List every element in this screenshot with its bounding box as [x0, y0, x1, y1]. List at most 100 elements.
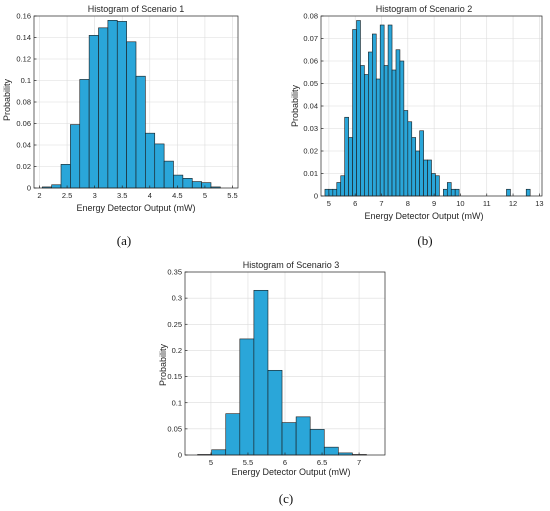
x-tick-label-scenario-1: 2.5 — [62, 191, 72, 200]
x-tick-label-scenario-3: 6 — [283, 458, 287, 467]
y-tick-label-scenario-3: 0.1 — [172, 398, 182, 407]
x-tick-label-scenario-2: 9 — [432, 199, 436, 208]
y-tick-label-scenario-2: 0.03 — [303, 124, 318, 133]
y-tick-label-scenario-2: 0.08 — [303, 12, 318, 21]
histogram-bar-scenario-2 — [450, 188, 456, 197]
x-tick-label-scenario-1: 5.5 — [227, 191, 237, 200]
histogram-bar-scenario-2 — [419, 130, 424, 197]
histogram-bar-scenario-2 — [368, 51, 373, 197]
histogram-bar-scenario-1 — [163, 160, 174, 189]
y-axis-label-scenario-3: Probability — [158, 343, 168, 386]
histogram-scenario-3: Histogram of Scenario 3 Energy Detector … — [158, 260, 386, 506]
histogram-bar-scenario-2 — [403, 110, 409, 197]
y-tick-label-scenario-1: 0.14 — [16, 33, 31, 42]
histogram-bar-scenario-3 — [323, 446, 339, 456]
histogram-bar-scenario-2 — [525, 188, 531, 197]
chart-title-scenario-3: Histogram of Scenario 3 — [243, 260, 340, 270]
histogram-bar-scenario-2 — [431, 173, 436, 197]
y-tick-label-scenario-1: 0 — [27, 184, 31, 193]
histogram-bar-scenario-1 — [191, 181, 202, 189]
histogram-bar-scenario-1 — [51, 184, 62, 189]
histogram-bar-scenario-2 — [375, 78, 381, 197]
histogram-scenario-1: Histogram of Scenario 1 Energy Detector … — [2, 4, 239, 248]
y-tick-label-scenario-1: 0.1 — [21, 76, 31, 85]
y-axis-label-scenario-1: Probability — [2, 78, 12, 121]
y-tick-label-scenario-1: 0.08 — [16, 98, 31, 107]
histogram-bar-scenario-2 — [443, 188, 448, 197]
y-axis-label-scenario-2: Probability — [290, 84, 300, 127]
histogram-bar-scenario-1 — [201, 182, 212, 189]
y-tick-label-scenario-3: 0.35 — [167, 268, 182, 277]
histogram-bar-scenario-2 — [356, 20, 361, 197]
histogram-bar-scenario-1 — [88, 35, 99, 189]
histogram-bar-scenario-1 — [145, 132, 156, 189]
histogram-bar-scenario-3 — [267, 369, 283, 456]
histogram-bar-scenario-1 — [135, 75, 146, 189]
x-tick-label-scenario-1: 3.5 — [117, 191, 127, 200]
histogram-bar-scenario-1 — [98, 27, 109, 189]
histogram-bar-scenario-2 — [352, 29, 357, 197]
x-tick-label-scenario-3: 5.5 — [243, 458, 253, 467]
histogram-bar-scenario-3 — [309, 429, 325, 456]
histogram-bar-scenario-2 — [336, 182, 342, 197]
chart-title-scenario-1: Histogram of Scenario 1 — [88, 4, 185, 14]
histogram-bar-scenario-2 — [411, 137, 417, 197]
histogram-bar-scenario-2 — [348, 137, 353, 197]
histogram-bar-scenario-2 — [506, 188, 511, 197]
x-tick-label-scenario-2: 6 — [353, 199, 357, 208]
x-tick-label-scenario-1: 4.5 — [172, 191, 182, 200]
histogram-bar-scenario-1 — [126, 41, 137, 189]
histogram-bar-scenario-3 — [295, 416, 311, 456]
x-tick-label-scenario-1: 2 — [37, 191, 41, 200]
histogram-bar-scenario-2 — [332, 188, 338, 197]
histogram-bar-scenario-1 — [173, 174, 184, 189]
panel-label-a: (a) — [117, 233, 131, 248]
y-tick-label-scenario-3: 0.15 — [167, 372, 182, 381]
histogram-bar-scenario-3 — [225, 413, 241, 456]
panel-label-b: (b) — [417, 233, 432, 248]
x-tick-label-scenario-1: 4 — [148, 191, 152, 200]
histogram-bar-scenario-3 — [239, 338, 255, 456]
histogram-bar-scenario-3 — [281, 422, 297, 456]
x-tick-label-scenario-2: 12 — [509, 199, 517, 208]
histogram-bar-scenario-2 — [391, 69, 397, 197]
histogram-bar-scenario-3 — [211, 449, 227, 456]
x-tick-label-scenario-2: 8 — [406, 199, 410, 208]
y-tick-label-scenario-2: 0.07 — [303, 34, 318, 43]
y-tick-label-scenario-2: 0 — [314, 192, 318, 201]
histogram-bar-scenario-1 — [60, 164, 71, 189]
x-tick-label-scenario-2: 5 — [327, 199, 331, 208]
histogram-bar-scenario-2 — [399, 60, 405, 197]
y-tick-label-scenario-1: 0.04 — [16, 141, 31, 150]
y-tick-label-scenario-2: 0.02 — [303, 147, 318, 156]
x-tick-label-scenario-2: 11 — [483, 199, 491, 208]
histogram-bar-scenario-2 — [328, 188, 334, 197]
histogram-bar-scenario-1 — [154, 143, 165, 189]
histogram-bar-scenario-2 — [372, 33, 377, 197]
y-tick-label-scenario-1: 0.02 — [16, 162, 31, 171]
histogram-bar-scenario-1 — [182, 178, 193, 189]
histogram-bar-scenario-2 — [360, 65, 365, 197]
histogram-bar-scenario-2 — [340, 175, 345, 197]
y-tick-label-scenario-1: 0.16 — [16, 12, 31, 21]
y-tick-label-scenario-1: 0.06 — [16, 119, 31, 128]
histogram-bar-scenario-3 — [253, 289, 269, 456]
y-tick-label-scenario-2: 0.01 — [303, 169, 318, 178]
y-tick-label-scenario-3: 0 — [178, 451, 182, 460]
histogram-bar-scenario-2 — [383, 65, 389, 197]
y-tick-label-scenario-2: 0.04 — [303, 102, 318, 111]
histogram-bar-scenario-2 — [395, 49, 401, 197]
histogram-bar-scenario-1 — [70, 124, 81, 189]
y-tick-label-scenario-2: 0.05 — [303, 79, 318, 88]
histogram-bar-scenario-2 — [435, 175, 440, 197]
panel-label-c: (c) — [279, 491, 293, 506]
histogram-bar-scenario-1 — [116, 21, 127, 189]
y-tick-label-scenario-2: 0.06 — [303, 57, 318, 66]
histogram-bar-scenario-2 — [415, 150, 420, 197]
x-tick-label-scenario-1: 3 — [93, 191, 97, 200]
x-tick-label-scenario-1: 5 — [203, 191, 207, 200]
x-tick-label-scenario-3: 6.5 — [317, 458, 327, 467]
y-tick-label-scenario-3: 0.2 — [172, 346, 182, 355]
x-tick-label-scenario-2: 13 — [535, 199, 543, 208]
